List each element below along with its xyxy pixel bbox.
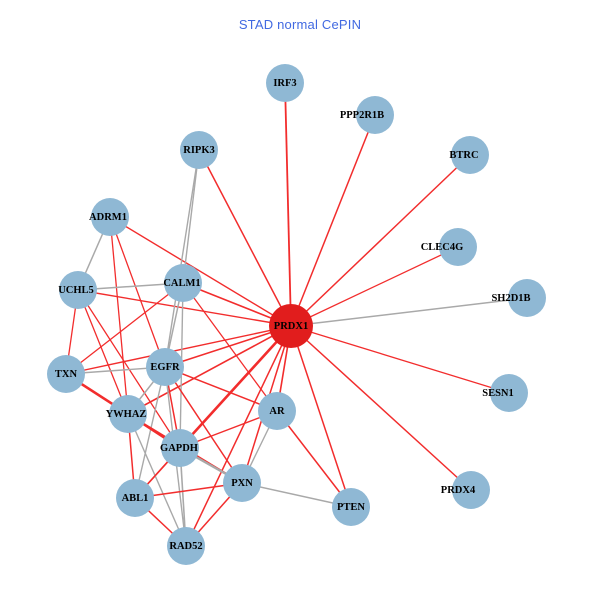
page-title: STAD normal CePIN	[238, 17, 362, 32]
edge-prdx1-ywhaz	[127, 325, 292, 415]
edge-egfr-pxn	[164, 366, 243, 484]
node-circle-ppp2r1b[interactable]	[356, 96, 394, 134]
node-circle-prdx1[interactable]	[269, 304, 313, 348]
edge-prdx1-clec4g	[290, 246, 459, 327]
node-egfr[interactable]: EGFR	[146, 348, 184, 386]
edge-prdx1-txn	[65, 325, 292, 375]
node-label-sh2d1b: SH2D1B	[491, 293, 530, 304]
node-circle-rad52[interactable]	[167, 527, 205, 565]
node-uchl5[interactable]: UCHL5	[58, 271, 97, 309]
node-label-irf3: IRF3	[273, 78, 296, 89]
edge-egfr-abl1	[134, 366, 166, 499]
node-calm1[interactable]: CALM1	[163, 264, 202, 302]
edge-prdx1-adrm1	[109, 216, 292, 327]
node-label-rad52: RAD52	[169, 541, 202, 552]
node-label-abl1: ABL1	[122, 493, 149, 504]
node-label-gapdh: GAPDH	[160, 443, 198, 454]
node-prdx4[interactable]: PRDX4	[441, 471, 490, 509]
edge-prdx1-uchl5	[77, 289, 292, 327]
node-circle-ywhaz[interactable]	[109, 395, 147, 433]
node-ppp2r1b[interactable]: PPP2R1B	[340, 96, 394, 134]
edge-ar-pten	[276, 410, 352, 508]
node-circle-btrc[interactable]	[451, 136, 489, 174]
edge-adrm1-ywhaz	[109, 216, 129, 415]
node-label-prdx4: PRDX4	[441, 485, 476, 496]
edge-ywhaz-rad52	[127, 413, 187, 547]
node-label-pten: PTEN	[337, 502, 365, 513]
node-circle-ar[interactable]	[258, 392, 296, 430]
node-prdx1[interactable]: PRDX1	[269, 304, 313, 348]
node-ar[interactable]: AR	[258, 392, 296, 430]
node-label-ywhaz: YWHAZ	[106, 409, 147, 420]
edge-calm1-txn	[65, 282, 184, 375]
node-txn[interactable]: TXN	[47, 355, 85, 393]
edge-adrm1-egfr	[109, 216, 166, 368]
edge-uchl5-ywhaz	[77, 289, 129, 415]
edge-prdx1-btrc	[290, 154, 471, 327]
node-circle-sesn1[interactable]	[490, 374, 528, 412]
edge-prdx1-sh2d1b	[290, 297, 528, 327]
node-irf3[interactable]: IRF3	[266, 64, 304, 102]
edge-prdx1-sesn1	[290, 325, 510, 394]
edge-prdx1-prdx4	[290, 325, 472, 491]
edge-prdx1-egfr	[164, 325, 292, 368]
node-label-calm1: CALM1	[163, 278, 200, 289]
node-btrc[interactable]: BTRC	[449, 136, 489, 174]
node-label-clec4g: CLEC4G	[421, 242, 464, 253]
node-label-prdx1: PRDX1	[274, 321, 308, 332]
node-label-txn: TXN	[55, 369, 78, 380]
node-gapdh[interactable]: GAPDH	[160, 429, 199, 467]
node-layer: IRF3 PPP2R1B BTRC CLEC4G SH2D1B SESN1 PRDX4 RIP…	[47, 64, 546, 565]
node-label-ripk3: RIPK3	[183, 145, 215, 156]
edge-ripk3-egfr	[164, 149, 200, 368]
node-circle-clec4g[interactable]	[439, 228, 477, 266]
node-circle-prdx4[interactable]	[452, 471, 490, 509]
node-circle-sh2d1b[interactable]	[508, 279, 546, 317]
edge-prdx1-ripk3	[198, 149, 292, 327]
edge-calm1-ar	[182, 282, 278, 412]
node-abl1[interactable]: ABL1	[116, 479, 154, 517]
node-circle-uchl5[interactable]	[59, 271, 97, 309]
node-circle-txn[interactable]	[47, 355, 85, 393]
edge-prdx1-ppp2r1b	[290, 114, 376, 327]
node-label-pxn: PXN	[231, 478, 253, 489]
node-pten[interactable]: PTEN	[332, 488, 370, 526]
node-label-uchl5: UCHL5	[58, 285, 94, 296]
node-pxn[interactable]: PXN	[223, 464, 261, 502]
node-circle-abl1[interactable]	[116, 479, 154, 517]
node-label-btrc: BTRC	[449, 150, 478, 161]
node-adrm1[interactable]: ADRM1	[89, 198, 129, 236]
node-label-egfr: EGFR	[150, 362, 180, 373]
node-label-ppp2r1b: PPP2R1B	[340, 110, 384, 121]
node-circle-calm1[interactable]	[164, 264, 202, 302]
node-circle-pten[interactable]	[332, 488, 370, 526]
node-label-sesn1: SESN1	[482, 388, 514, 399]
node-ywhaz[interactable]: YWHAZ	[106, 395, 147, 433]
edge-prdx1-irf3	[284, 82, 292, 327]
edge-egfr-ar	[164, 366, 278, 412]
node-circle-gapdh[interactable]	[161, 429, 199, 467]
edge-prdx1-rad52	[185, 325, 292, 547]
node-label-ar: AR	[269, 406, 285, 417]
node-circle-irf3[interactable]	[266, 64, 304, 102]
node-circle-egfr[interactable]	[146, 348, 184, 386]
node-circle-adrm1[interactable]	[91, 198, 129, 236]
node-label-adrm1: ADRM1	[89, 212, 127, 223]
node-rad52[interactable]: RAD52	[167, 527, 205, 565]
node-sesn1[interactable]: SESN1	[482, 374, 528, 412]
node-circle-pxn[interactable]	[223, 464, 261, 502]
node-clec4g[interactable]: CLEC4G	[421, 228, 477, 266]
node-sh2d1b[interactable]: SH2D1B	[491, 279, 546, 317]
edge-ripk3-calm1	[182, 149, 200, 284]
node-ripk3[interactable]: RIPK3	[180, 131, 218, 169]
edge-prdx1-pten	[290, 325, 352, 508]
node-circle-ripk3[interactable]	[180, 131, 218, 169]
